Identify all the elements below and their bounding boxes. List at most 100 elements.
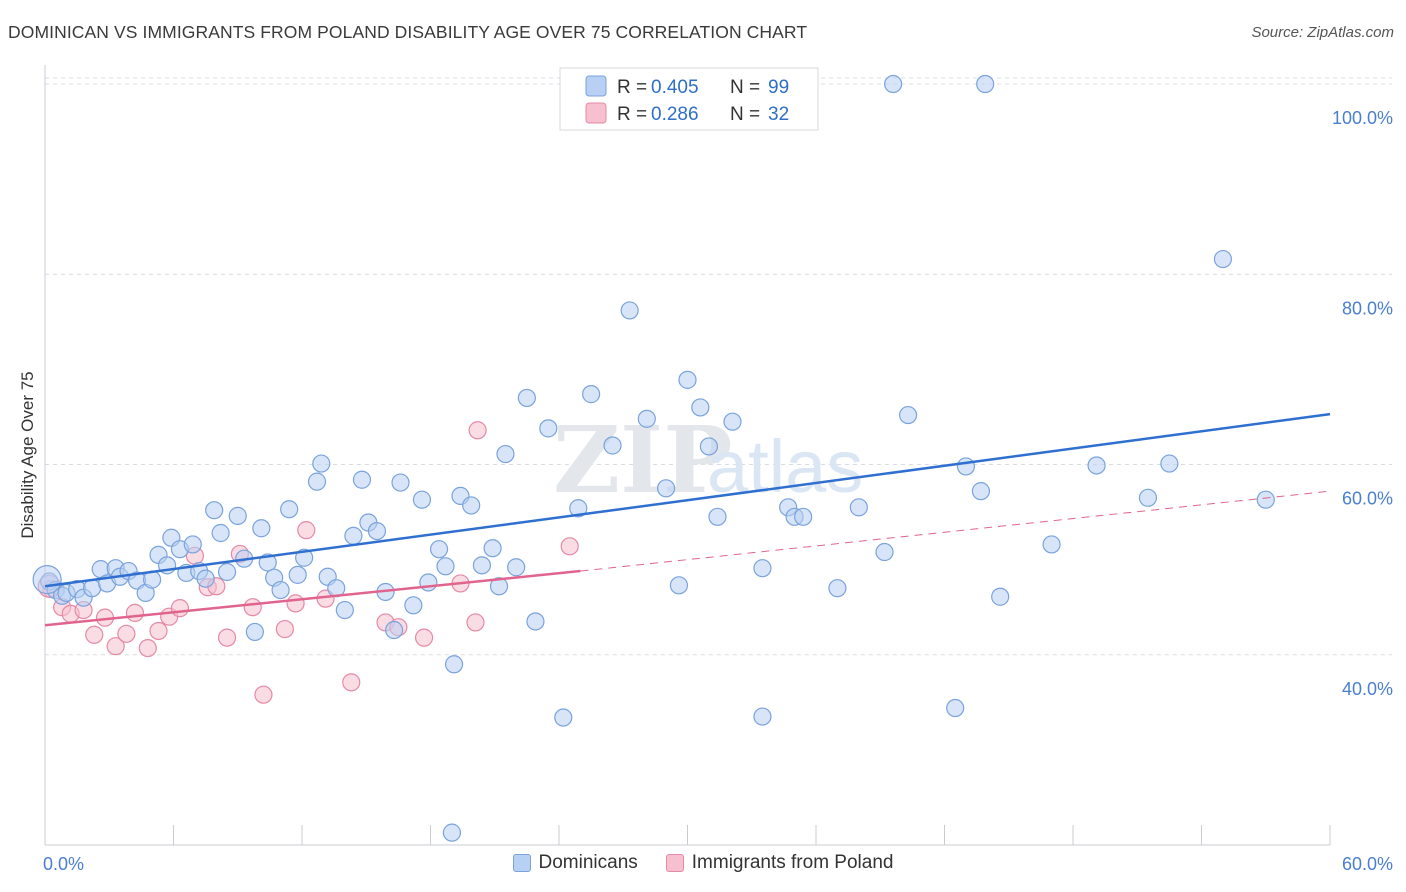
dominicans-point-68	[603, 436, 622, 455]
poland-point-12	[170, 599, 190, 618]
dominicans-point-71	[656, 479, 676, 498]
dominicans-point-98	[976, 74, 995, 94]
poland-point-9	[138, 638, 157, 658]
legend-label-dominicans: Dominicans	[538, 852, 638, 873]
dominicans-point-35	[295, 548, 314, 567]
x-tick-label-1: 60.0%	[1342, 854, 1393, 874]
poland-point-22	[297, 521, 316, 540]
dominicans-point-59	[489, 577, 509, 596]
dominicans-point-53	[444, 655, 464, 674]
dominicans-point-62	[517, 388, 536, 408]
poland-point-29	[466, 613, 485, 632]
legend-swatch-0	[585, 75, 607, 97]
dominicans-point-36	[307, 472, 327, 491]
dominicans-point-28	[245, 622, 264, 642]
dominicans-point-65	[554, 708, 573, 727]
poland-point-7	[117, 624, 136, 643]
dominicans-point-89	[971, 482, 991, 501]
axes	[44, 65, 1331, 846]
y-tick-label-1: 60.0%	[1342, 489, 1393, 509]
poland-point-16	[217, 628, 237, 647]
dominicans-point-42	[352, 470, 372, 489]
dominicans-point-40	[335, 600, 354, 620]
legend-n-value-1: 32	[768, 104, 789, 125]
dominicans-point-83	[828, 579, 847, 598]
dominicans-point-64	[539, 419, 558, 438]
legend-item-dominicans[interactable]: Dominicans	[512, 852, 638, 874]
bottom-legend: Dominicans Immigrants from Poland	[0, 852, 1406, 874]
y-tick-label-0: 40.0%	[1342, 679, 1393, 699]
poland-point-20	[275, 619, 294, 639]
legend-r-value-1: 0.286	[651, 104, 699, 125]
dominicans-point-76	[708, 507, 727, 526]
dominicans-point-72	[669, 576, 689, 595]
dominicans-point-56	[462, 496, 481, 515]
dominicans-point-97	[883, 74, 903, 94]
dominicans-point-26	[228, 506, 247, 525]
poland-point-6	[106, 637, 125, 656]
dominicans-point-6	[83, 579, 102, 598]
y-tick-labels: 40.0% 60.0% 80.0% 100.0%	[1332, 108, 1393, 699]
dominicans-point-75	[699, 437, 719, 456]
legend-label-poland: Immigrants from Poland	[691, 852, 894, 873]
dominicans-point-29	[252, 519, 271, 538]
x-tick-label-0: 0.0%	[43, 854, 84, 874]
dominicans-point-84	[849, 498, 868, 517]
poland-point-21	[286, 594, 305, 613]
top-legend: R = 0.405 N = 99 R = 0.286 N = 32	[559, 67, 819, 131]
y-tick-label-3: 100.0%	[1332, 108, 1393, 128]
dominicans-point-63	[526, 612, 545, 631]
dominicans-point-82	[794, 507, 813, 526]
legend-r-value-0: 0.405	[651, 77, 699, 98]
dominicans-point-51	[429, 540, 449, 559]
dominicans-point-33	[280, 500, 299, 519]
dominicans-point-41	[344, 526, 363, 545]
dominicans-point-90	[991, 587, 1010, 606]
x-tick-labels: 0.0% 60.0%	[43, 854, 1393, 874]
dominicans-point-77	[723, 412, 742, 431]
dominicans-point-37	[312, 454, 331, 473]
grid-lines	[45, 77, 1392, 656]
dominicans-point-60	[496, 444, 515, 464]
dominicans-point-91	[1042, 535, 1061, 554]
chart-source: Source: ZipAtlas.com	[1251, 24, 1394, 41]
chart-title: DOMINICAN VS IMMIGRANTS FROM POLAND DISA…	[8, 22, 808, 42]
legend-r-label-1: R =	[617, 104, 647, 125]
dominicans-point-52	[436, 557, 455, 576]
poland-point-24	[342, 673, 361, 692]
poland-point-8	[125, 603, 145, 623]
legend-n-label-0: N =	[730, 77, 760, 98]
dominicans-point-73	[678, 370, 697, 389]
dominicans-point-46	[384, 620, 404, 640]
dominicans-point-93	[1138, 488, 1158, 507]
poland-point-19	[254, 685, 273, 704]
dominicans-point-25	[217, 562, 237, 582]
trend-line-dominicans	[44, 412, 1331, 588]
poland-point-31	[560, 537, 579, 556]
dominicans-point-87	[946, 698, 965, 718]
dominicans-point-24	[211, 523, 230, 543]
dominicans-point-70	[637, 409, 656, 428]
dominicans-point-44	[367, 521, 387, 541]
y-axis-title-text: Disability Age Over 75	[18, 371, 37, 538]
dominicans-point-66	[569, 499, 588, 518]
y-tick-label-2: 80.0%	[1342, 298, 1393, 318]
legend-item-poland[interactable]: Immigrants from Poland	[665, 852, 894, 874]
dominicans-point-23	[205, 501, 224, 520]
dominicans-point-96	[1256, 490, 1275, 509]
trend-lines	[44, 412, 1331, 627]
trend-line-poland	[44, 569, 581, 627]
dominicans-point-50	[419, 573, 438, 592]
dominicans-point-86	[898, 405, 918, 425]
dominicans-point-78	[753, 707, 772, 726]
dominicans-point-57	[472, 556, 491, 575]
legend-n-value-0: 99	[768, 77, 789, 98]
legend-r-label-0: R =	[617, 77, 647, 98]
dominicans-point-47	[391, 473, 410, 492]
poland-point-30	[468, 421, 487, 440]
dominicans-point-67	[582, 385, 601, 404]
legend-n-label-1: N =	[730, 104, 760, 125]
legend-swatch-dominicans	[512, 854, 531, 872]
